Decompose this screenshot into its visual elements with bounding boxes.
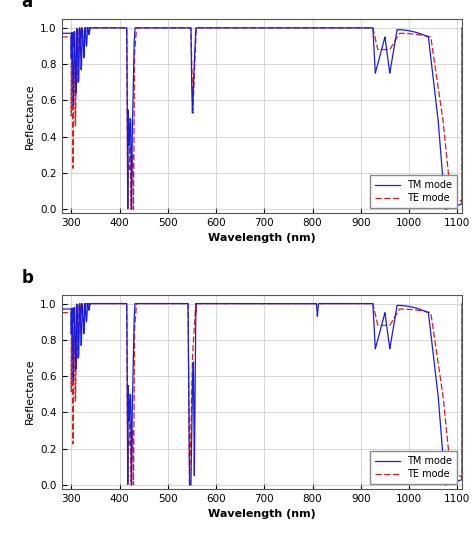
TM mode	[459, 300, 465, 307]
TM mode	[99, 300, 104, 307]
Line: TM mode: TM mode	[62, 28, 462, 209]
TE mode	[378, 46, 383, 53]
TM mode	[378, 325, 383, 332]
TM mode	[378, 50, 383, 56]
TM mode	[415, 305, 420, 311]
X-axis label: Wavelength (nm): Wavelength (nm)	[208, 234, 316, 243]
Y-axis label: Reflectance: Reflectance	[25, 83, 35, 149]
TM mode	[442, 206, 448, 213]
TE mode	[131, 482, 137, 488]
Y-axis label: Reflectance: Reflectance	[25, 359, 35, 424]
TM mode	[99, 25, 104, 31]
TE mode	[459, 25, 465, 31]
Line: TE mode: TE mode	[62, 303, 462, 485]
TE mode	[459, 300, 465, 307]
TE mode	[99, 25, 104, 31]
Line: TM mode: TM mode	[62, 303, 462, 485]
TM mode	[388, 342, 393, 349]
TE mode	[443, 423, 449, 430]
TM mode	[59, 306, 64, 312]
TM mode	[160, 300, 166, 307]
TM mode	[415, 30, 420, 36]
TE mode	[160, 25, 166, 31]
TE mode	[131, 206, 137, 213]
TM mode	[443, 206, 449, 212]
Text: a: a	[22, 0, 33, 11]
TE mode	[415, 31, 420, 38]
TE mode	[415, 307, 420, 314]
TM mode	[443, 482, 449, 488]
TM mode	[459, 25, 465, 31]
TE mode	[160, 300, 166, 307]
TM mode	[187, 482, 192, 488]
TE mode	[443, 148, 449, 154]
TE mode	[388, 46, 393, 52]
TE mode	[78, 25, 84, 31]
TE mode	[59, 309, 64, 316]
Text: b: b	[22, 268, 34, 287]
TE mode	[99, 300, 104, 307]
Line: TE mode: TE mode	[62, 28, 462, 209]
TE mode	[378, 322, 383, 329]
Legend: TM mode, TE mode: TM mode, TE mode	[371, 176, 457, 208]
X-axis label: Wavelength (nm): Wavelength (nm)	[208, 509, 316, 519]
TM mode	[77, 25, 82, 31]
TM mode	[387, 67, 393, 73]
TE mode	[78, 300, 84, 307]
TM mode	[59, 30, 64, 37]
TE mode	[388, 321, 393, 328]
TM mode	[160, 25, 166, 31]
TM mode	[77, 300, 82, 307]
Legend: TM mode, TE mode: TM mode, TE mode	[371, 451, 457, 484]
TE mode	[59, 34, 64, 40]
